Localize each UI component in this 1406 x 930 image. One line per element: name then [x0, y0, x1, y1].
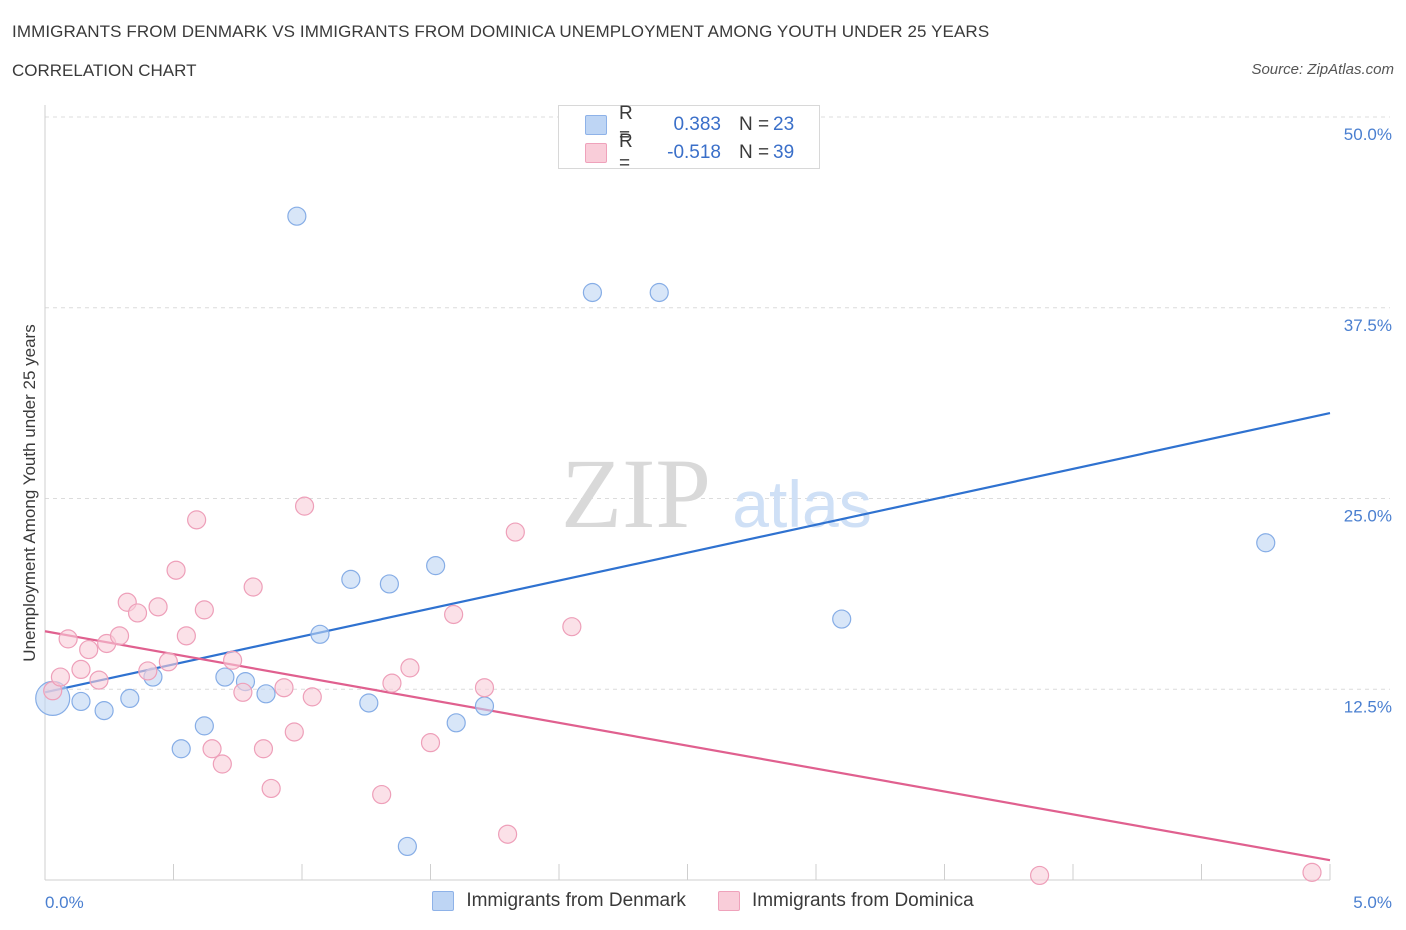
point-denmark: [341, 569, 361, 589]
point-denmark: [94, 701, 114, 721]
legend-r-label: R =: [619, 103, 633, 146]
point-dominica: [1029, 865, 1050, 886]
point-dominica: [474, 678, 495, 698]
point-dominica: [79, 639, 99, 660]
legend-r-value: -0.518: [667, 142, 721, 163]
point-denmark: [474, 696, 495, 716]
series-swatch-dominica: [717, 891, 740, 911]
point-dominica: [176, 626, 196, 646]
point-dominica: [148, 597, 168, 617]
point-denmark: [215, 667, 235, 687]
legend-n-value: 23: [773, 114, 795, 135]
point-dominica: [58, 629, 78, 649]
source-note: Source: ZipAtlas.com: [1251, 61, 1394, 78]
point-dominica: [223, 650, 243, 670]
point-denmark: [397, 836, 417, 857]
watermark: ZIP atlas: [561, 438, 872, 549]
point-denmark: [194, 716, 214, 736]
point-dominica: [261, 778, 281, 799]
y-axis-label: Unemployment Among Youth under 25 years: [20, 324, 39, 661]
chart-title: IMMIGRANTS FROM DENMARK VS IMMIGRANTS FR…: [12, 22, 990, 41]
point-dominica: [187, 510, 207, 530]
point-denmark: [446, 713, 466, 733]
series-label-denmark: Immigrants from Denmark: [466, 890, 686, 911]
point-dominica: [420, 733, 441, 753]
point-denmark: [310, 624, 330, 644]
trend-line-denmark: [44, 411, 1331, 694]
point-dominica: [372, 784, 392, 805]
point-denmark: [71, 691, 91, 712]
grid-lines: [45, 116, 1390, 690]
point-dominica: [382, 673, 402, 693]
point-dominica: [302, 687, 322, 707]
watermark-zip: ZIP: [561, 438, 711, 549]
data-points: [35, 206, 1322, 886]
point-dominica: [498, 824, 518, 844]
point-dominica: [109, 626, 130, 646]
y-tick-label: 37.5%: [1344, 316, 1392, 335]
point-dominica: [243, 577, 263, 597]
legend-r-label: R =: [619, 131, 633, 174]
trend-line-dominica: [44, 630, 1331, 862]
legend-n-value: 39: [773, 142, 795, 163]
axes: [44, 105, 1331, 881]
x-tick-label: 5.0%: [1353, 893, 1392, 912]
point-dominica: [138, 661, 158, 681]
series-legend-denmark: Immigrants from Denmark: [432, 890, 686, 912]
point-dominica: [400, 658, 420, 678]
y-tick-label: 50.0%: [1344, 125, 1392, 144]
point-dominica: [562, 617, 582, 637]
legend-n-label: N =: [739, 142, 770, 163]
legend-r-value: 0.383: [673, 114, 721, 135]
series-legend: Immigrants from Denmark Immigrants from …: [0, 890, 1406, 912]
point-dominica: [89, 670, 109, 690]
point-dominica: [274, 678, 294, 698]
series-legend-dominica: Immigrants from Dominica: [717, 890, 974, 912]
legend-swatch-denmark: [585, 115, 607, 135]
legend-row-dominica: R = -0.518 N = 39: [585, 131, 795, 174]
point-dominica: [294, 496, 315, 516]
point-dominica: [284, 722, 304, 742]
point-dominica: [444, 604, 464, 625]
point-denmark: [287, 206, 307, 226]
point-denmark: [171, 739, 191, 759]
point-dominica: [166, 560, 186, 580]
correlation-legend: R = 0.383 N = 23 R = -0.518 N = 39: [558, 103, 820, 174]
point-dominica: [127, 603, 148, 623]
point-denmark: [359, 693, 379, 713]
point-dominica: [158, 652, 178, 672]
legend-n-label: N =: [739, 114, 770, 135]
y-tick-label: 25.0%: [1344, 507, 1392, 526]
x-tick-label: 0.0%: [45, 893, 84, 912]
point-dominica: [505, 522, 525, 542]
point-dominica: [194, 600, 214, 620]
point-denmark: [256, 684, 276, 704]
chart-subtitle: CORRELATION CHART: [12, 61, 197, 80]
point-denmark: [649, 282, 669, 303]
point-denmark: [120, 688, 140, 709]
y-tick-label: 12.5%: [1344, 697, 1392, 716]
point-dominica: [212, 754, 232, 774]
watermark-atlas: atlas: [732, 467, 871, 541]
point-denmark: [582, 282, 603, 303]
point-denmark: [379, 574, 399, 594]
trend-lines: [44, 411, 1331, 862]
point-dominica: [50, 667, 71, 687]
series-label-dominica: Immigrants from Dominica: [751, 890, 974, 911]
point-dominica: [233, 682, 253, 702]
point-denmark: [832, 609, 852, 629]
point-dominica: [1302, 862, 1322, 882]
point-dominica: [202, 739, 222, 759]
tick-labels: 12.5% 25.0% 37.5% 50.0% 0.0% 5.0%: [45, 125, 1392, 912]
legend-swatch-dominica: [585, 143, 607, 163]
legend-row-denmark: R = 0.383 N = 23: [585, 103, 795, 146]
point-denmark: [426, 556, 446, 576]
series-swatch-denmark: [432, 891, 455, 911]
point-dominica: [71, 659, 91, 680]
point-denmark: [1256, 533, 1276, 553]
point-dominica: [253, 739, 274, 759]
